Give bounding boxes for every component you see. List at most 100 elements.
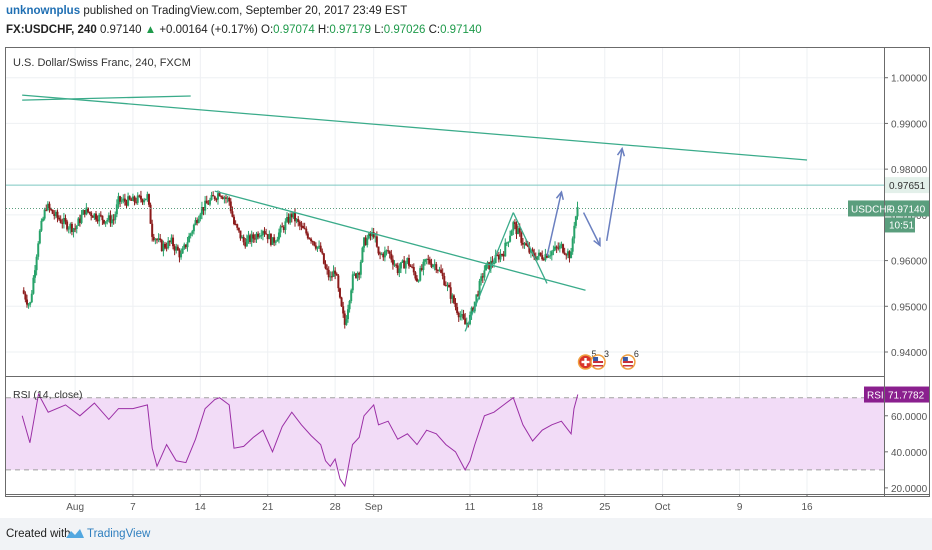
candle-body <box>82 210 85 215</box>
candle-body <box>504 242 507 257</box>
candle-body <box>388 251 391 254</box>
candle-body <box>223 197 226 199</box>
flag-canton <box>593 357 599 361</box>
candle-body <box>411 266 414 268</box>
candle-body <box>167 240 170 248</box>
candle-body <box>32 277 35 294</box>
candle-body <box>90 212 93 217</box>
candle-body <box>422 261 425 270</box>
tradingview-link[interactable]: TradingView <box>87 528 151 540</box>
drawings[interactable] <box>6 94 884 332</box>
candle-body <box>244 242 247 247</box>
trendline[interactable] <box>22 94 808 161</box>
candles <box>22 190 579 329</box>
candle-body <box>117 196 120 205</box>
candle-body <box>562 244 565 253</box>
candle-body <box>255 233 258 240</box>
candle-body <box>123 198 126 202</box>
candle-body <box>510 230 513 236</box>
candle-body <box>22 290 25 294</box>
candle-body <box>525 243 528 246</box>
candle-body <box>460 314 463 316</box>
candle-body <box>40 220 43 231</box>
bar-countdown: 10:51 <box>889 220 914 231</box>
candle-body <box>576 206 579 217</box>
candle-body <box>239 230 242 239</box>
y-tick-label: 0.95000 <box>891 302 928 313</box>
candle-body <box>104 221 107 224</box>
candle-body <box>212 195 215 197</box>
candle-body <box>192 224 195 232</box>
candle-body <box>91 216 94 218</box>
symbol-info: FX:USDCHF, 240 0.97140 ▲ +0.00164 (+0.17… <box>6 24 482 36</box>
candle-body <box>448 284 451 288</box>
candle-body <box>165 247 168 249</box>
candle-body <box>122 198 125 201</box>
chart-canvas[interactable]: 536 1.000000.990000.980000.970000.960000… <box>6 48 929 496</box>
candle-body <box>75 225 78 230</box>
candle-body <box>570 251 573 259</box>
candle-body <box>316 246 319 249</box>
candle-body <box>277 232 280 240</box>
trendline[interactable] <box>22 95 191 101</box>
rsi-band <box>6 397 884 471</box>
candle-body <box>557 247 560 249</box>
candle-body <box>197 219 200 223</box>
candle-body <box>94 213 97 220</box>
candle-body <box>549 255 552 257</box>
trendline[interactable] <box>464 212 514 332</box>
candle-body <box>573 225 576 239</box>
candle-body <box>111 219 114 224</box>
candle-body <box>54 211 57 216</box>
candle-body <box>80 214 83 223</box>
candle-body <box>334 270 337 274</box>
tradingview-logo-icon[interactable] <box>65 527 85 541</box>
candle-body <box>237 227 240 231</box>
candle-body <box>276 239 279 242</box>
candle-body <box>507 241 510 243</box>
candle-body <box>436 270 439 272</box>
event-marker-us[interactable]: 3 <box>590 349 609 370</box>
author-link[interactable]: unknownplus <box>6 5 81 17</box>
event-marker-swiss[interactable]: 5 <box>577 349 597 370</box>
price-change: +0.00164 (+0.17%) <box>159 24 258 36</box>
axes: 1.000000.990000.980000.970000.960000.950… <box>6 48 929 496</box>
candle-body <box>51 209 54 214</box>
candle-body <box>207 203 210 205</box>
arrow-head-icon <box>616 146 626 157</box>
chart-frame[interactable]: 536 1.000000.990000.980000.970000.960000… <box>5 47 930 497</box>
resistance-tag <box>885 177 929 194</box>
candle-body <box>356 272 359 278</box>
projection-arrow[interactable] <box>605 148 623 242</box>
trendline[interactable] <box>214 190 586 291</box>
last-price: 0.97140 <box>99 24 142 36</box>
candle-body <box>322 253 325 264</box>
candle-body <box>337 275 340 289</box>
candle-body <box>152 236 155 241</box>
candle-body <box>226 197 229 199</box>
candle-body <box>151 223 154 237</box>
trendline[interactable] <box>512 212 548 284</box>
projection-arrow[interactable] <box>582 212 601 246</box>
candle-body <box>379 253 382 255</box>
candle-body <box>128 196 131 200</box>
projection-arrow[interactable] <box>546 191 563 257</box>
candle-body <box>324 263 327 269</box>
candle-body <box>67 228 70 230</box>
candle-body <box>414 272 417 279</box>
candle-body <box>103 220 106 224</box>
y-tick-label: 0.96000 <box>891 257 928 268</box>
candle-body <box>404 262 407 269</box>
candle-body <box>245 238 248 247</box>
candle-body <box>329 276 332 278</box>
candle-body <box>353 273 356 275</box>
main-chart-title: U.S. Dollar/Swiss Franc, 240, FXCM <box>13 57 191 69</box>
candle-body <box>45 209 48 211</box>
candle-body <box>27 304 30 306</box>
candle-body <box>74 228 77 230</box>
candle-body <box>493 262 496 264</box>
event-marker-us[interactable]: 6 <box>620 349 639 370</box>
candle-body <box>107 215 110 221</box>
candle-body <box>382 253 385 258</box>
